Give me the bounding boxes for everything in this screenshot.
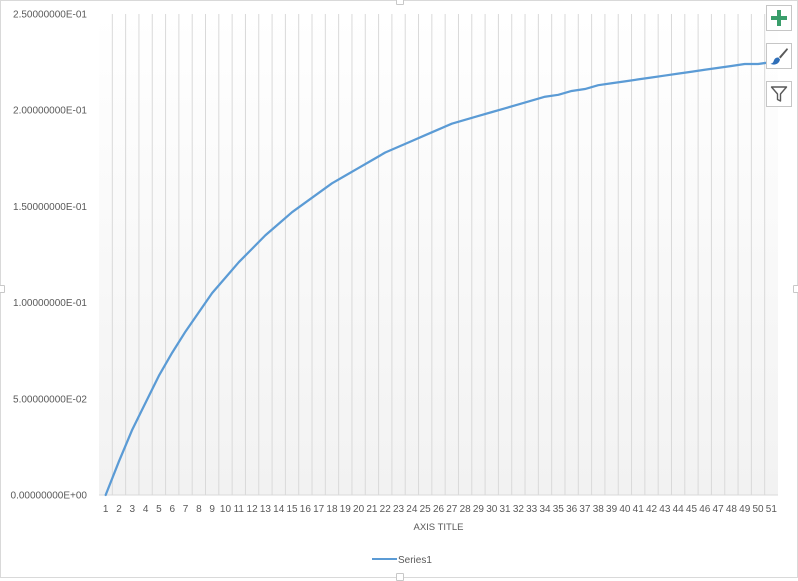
resize-handle-right[interactable] xyxy=(793,285,798,293)
x-tick-label: 44 xyxy=(673,504,685,515)
x-tick-label: 9 xyxy=(209,504,215,515)
x-tick-label: 24 xyxy=(406,504,418,515)
x-tick-label: 1 xyxy=(103,504,109,515)
x-tick-label: 19 xyxy=(340,504,352,515)
x-tick-label: 11 xyxy=(234,504,245,515)
x-tick-label: 20 xyxy=(353,504,365,515)
funnel-icon xyxy=(770,86,788,102)
x-tick-label: 29 xyxy=(473,504,485,515)
x-tick-label: 41 xyxy=(633,504,645,515)
x-tick-label: 3 xyxy=(130,504,136,515)
x-tick-label: 17 xyxy=(313,504,325,515)
x-tick-label: 34 xyxy=(539,504,551,515)
y-tick-label: 2.50000000E-01 xyxy=(13,10,87,21)
x-tick-label: 49 xyxy=(739,504,751,515)
x-tick-label: 33 xyxy=(526,504,538,515)
plot-area xyxy=(99,14,778,495)
y-tick-label: 5.00000000E-02 xyxy=(13,394,87,405)
y-tick-label: 2.00000000E-01 xyxy=(13,106,87,117)
resize-handle-left[interactable] xyxy=(0,285,5,293)
series-line-1[interactable] xyxy=(104,60,773,497)
x-tick-label: 36 xyxy=(566,504,578,515)
x-tick-label: 22 xyxy=(380,504,392,515)
x-tick-label: 48 xyxy=(726,504,738,515)
x-tick-label: 28 xyxy=(460,504,472,515)
x-tick-label: 15 xyxy=(286,504,298,515)
x-tick-label: 2 xyxy=(116,504,122,515)
chart-filters-button[interactable] xyxy=(766,81,792,107)
x-tick-label: 7 xyxy=(183,504,189,515)
resize-handle-top[interactable] xyxy=(396,0,404,5)
chart-styles-button[interactable] xyxy=(766,43,792,69)
x-tick-label: 23 xyxy=(393,504,405,515)
chart-elements-button[interactable] xyxy=(766,5,792,31)
x-tick-label: 46 xyxy=(699,504,711,515)
legend-label-series1: Series1 xyxy=(398,555,432,566)
x-tick-label: 45 xyxy=(686,504,698,515)
x-axis-title[interactable]: AXIS TITLE xyxy=(414,522,464,533)
x-tick-label: 14 xyxy=(273,504,285,515)
x-tick-label: 50 xyxy=(752,504,764,515)
x-tick-label: 32 xyxy=(513,504,525,515)
x-axis-ticks: 1 2 3 4 5 6 7 8 9 10 11 12 13 14 15 16 17 18 19 20 21 22 23 24 2… xyxy=(103,504,777,515)
plus-icon xyxy=(771,10,787,26)
x-tick-label: 26 xyxy=(433,504,445,515)
x-tick-label: 31 xyxy=(500,504,512,515)
x-tick-label: 13 xyxy=(260,504,272,515)
x-tick-label: 35 xyxy=(553,504,565,515)
x-tick-label: 40 xyxy=(619,504,631,515)
x-tick-label: 39 xyxy=(606,504,618,515)
x-tick-label: 38 xyxy=(593,504,605,515)
x-tick-label: 37 xyxy=(579,504,591,515)
x-tick-label: 8 xyxy=(196,504,202,515)
x-tick-label: 21 xyxy=(366,504,378,515)
paintbrush-icon xyxy=(770,48,788,65)
x-tick-label: 18 xyxy=(326,504,338,515)
x-tick-label: 16 xyxy=(300,504,312,515)
y-tick-label: 0.00000000E+00 xyxy=(11,491,88,502)
x-tick-label: 27 xyxy=(446,504,458,515)
x-tick-label: 6 xyxy=(169,504,175,515)
series-group xyxy=(104,60,773,497)
x-tick-label: 30 xyxy=(486,504,498,515)
x-tick-label: 5 xyxy=(156,504,162,515)
y-tick-label: 1.00000000E-01 xyxy=(13,298,87,309)
x-tick-label: 51 xyxy=(766,504,778,515)
gridlines xyxy=(111,14,766,495)
y-tick-label: 1.50000000E-01 xyxy=(13,202,87,213)
x-tick-label: 4 xyxy=(143,504,149,515)
y-axis-ticks: 0.00000000E+00 5.00000000E-02 1.00000000E-… xyxy=(11,10,88,502)
x-tick-label: 12 xyxy=(247,504,259,515)
x-tick-label: 47 xyxy=(713,504,725,515)
x-tick-label: 10 xyxy=(220,504,232,515)
legend[interactable]: Series1 xyxy=(372,555,432,566)
x-tick-label: 43 xyxy=(659,504,671,515)
x-tick-label: 42 xyxy=(646,504,658,515)
x-tick-label: 25 xyxy=(420,504,432,515)
